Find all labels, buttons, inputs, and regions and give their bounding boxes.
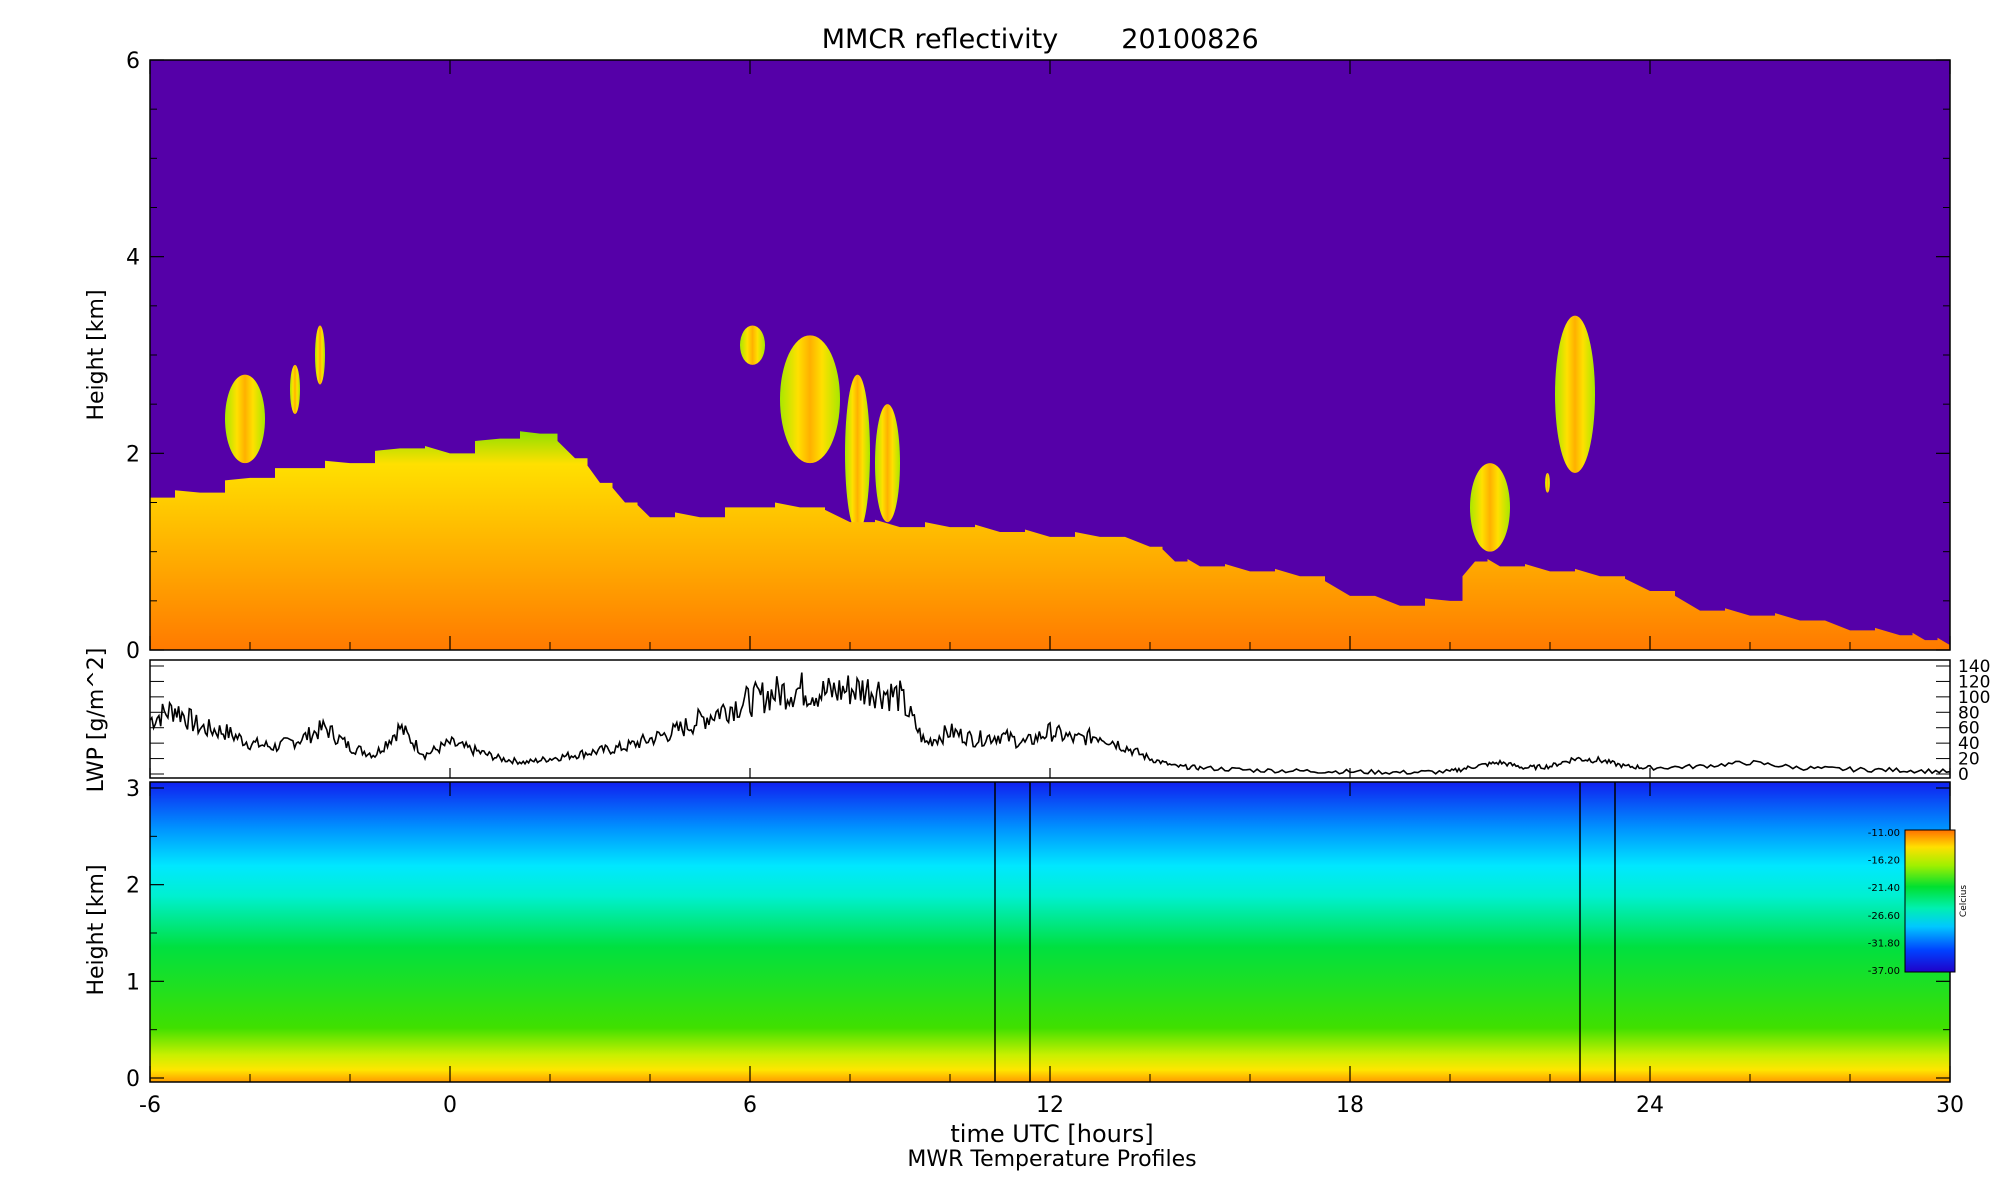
colorbar-tick-labels: -11.00 -16.20 -21.40 -26.60 -31.80 -37.00 xyxy=(1868,828,1900,977)
x-tick-label: 24 xyxy=(1636,1093,1664,1118)
lwp-tick-label: 20 xyxy=(1958,750,1980,770)
x-tick-label: 6 xyxy=(743,1093,757,1118)
y-tick-label: 3 xyxy=(126,777,140,802)
y-tick-label: 2 xyxy=(126,874,140,899)
cloud-patch xyxy=(875,404,900,523)
temperature-data-gaps xyxy=(994,782,1616,1082)
chart-date: 20100826 xyxy=(1121,24,1258,55)
x-tick-label: 0 xyxy=(443,1093,457,1118)
cloud-patch xyxy=(1545,473,1550,493)
chart-title: MMCR reflectivity xyxy=(822,24,1059,55)
cloud-patch xyxy=(290,364,300,414)
data-gap-band xyxy=(995,782,1030,1082)
y-tick-label: 0 xyxy=(126,639,140,664)
lwp-y-axis-label: LWP [g/m^2] xyxy=(84,648,109,793)
y-tick-label: 0 xyxy=(126,1067,140,1092)
cloud-patch xyxy=(780,335,840,464)
colorbar-gradient xyxy=(1904,829,1956,973)
lwp-tick-label: 60 xyxy=(1958,719,1980,739)
temperature-colorbar: -11.00 -16.20 -21.40 -26.60 -31.80 -37.00 Cel… xyxy=(1868,828,1969,977)
colorbar-tick-label: -31.80 xyxy=(1868,938,1900,949)
x-tick-label: -6 xyxy=(139,1093,161,1118)
lwp-tick-label: 100 xyxy=(1958,688,1990,708)
lwp-tick-label: 40 xyxy=(1958,734,1980,754)
data-gap-band xyxy=(1580,782,1615,1082)
y-tick-label: 6 xyxy=(126,49,140,74)
cloud-patches xyxy=(225,315,1595,552)
temperature-y-axis-label: Height [km] xyxy=(84,864,109,995)
lwp-tick-label: 140 xyxy=(1958,657,1990,677)
cloud-patch xyxy=(315,325,325,385)
x-tick-label: 12 xyxy=(1036,1093,1064,1118)
time-x-axis-ticks: -6 0 6 12 18 24 30 xyxy=(139,60,1964,1118)
reflectivity-y-ticks: 0 2 4 6 xyxy=(126,49,1950,664)
colorbar-tick-label: -11.00 xyxy=(1868,828,1900,839)
temperature-subtitle: MWR Temperature Profiles xyxy=(907,1147,1196,1172)
colorbar-tick-label: -37.00 xyxy=(1868,966,1900,977)
x-axis-label: time UTC [hours] xyxy=(950,1120,1153,1148)
reflectivity-y-axis-label: Height [km] xyxy=(84,289,109,420)
cloud-patch xyxy=(1470,463,1510,552)
temperature-field xyxy=(150,782,1950,1082)
lwp-tick-label: 80 xyxy=(1958,703,1980,723)
lwp-tick-label: 120 xyxy=(1958,672,1990,692)
cloud-patch xyxy=(845,374,870,532)
x-tick-label: 30 xyxy=(1936,1093,1964,1118)
temperature-panel: 0 1 2 3 Height [km] -11.00 -16.20 -21.40 -26.6… xyxy=(84,777,1969,1092)
colorbar-label: Celcius xyxy=(1959,885,1969,917)
y-tick-label: 2 xyxy=(126,442,140,467)
colorbar-tick-label: -16.20 xyxy=(1868,856,1900,867)
lwp-tick-label: 0 xyxy=(1958,765,1969,785)
y-tick-label: 4 xyxy=(126,246,140,271)
x-tick-label: 18 xyxy=(1336,1093,1364,1118)
temperature-y-ticks: 0 1 2 3 xyxy=(126,777,1950,1092)
y-tick-label: 1 xyxy=(126,970,140,995)
boundary-layer-cloud xyxy=(150,431,1950,650)
reflectivity-panel: 0 2 4 6 Height [km] xyxy=(84,49,1951,664)
lwp-background xyxy=(150,660,1950,778)
cloud-patch xyxy=(740,325,765,365)
cloud-patch xyxy=(225,374,265,464)
lwp-series-line xyxy=(149,672,1951,776)
colorbar-tick-label: -26.60 xyxy=(1868,911,1900,922)
colorbar-tick-label: -21.40 xyxy=(1868,883,1900,894)
cloud-patch xyxy=(1555,315,1595,473)
